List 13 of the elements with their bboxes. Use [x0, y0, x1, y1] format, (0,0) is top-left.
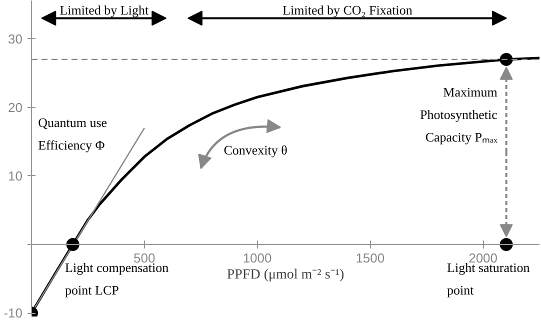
annotation: Maximum Photosynthetic Capacity Pₘₐₓ: [420, 84, 498, 144]
y-tick-label: 20: [8, 100, 23, 115]
y-tick-label: 30: [8, 31, 23, 46]
x-tick-label: 2000: [468, 250, 498, 266]
annotation: Limited by Light: [60, 2, 149, 18]
x-axis-title: PPFD (μmol m⁻² s⁻¹): [226, 268, 344, 282]
y-tick-label: -10: [4, 306, 23, 321]
annotation: Quantum use Efficiency Φ: [38, 114, 108, 152]
x-tick-label: 1500: [356, 250, 385, 266]
y-tick-label: 10: [8, 168, 23, 184]
annotation: Convexity θ: [224, 142, 288, 158]
annotation: Limited by CO₂ Fixation: [282, 2, 413, 18]
x-tick-label: 1000: [242, 250, 272, 266]
